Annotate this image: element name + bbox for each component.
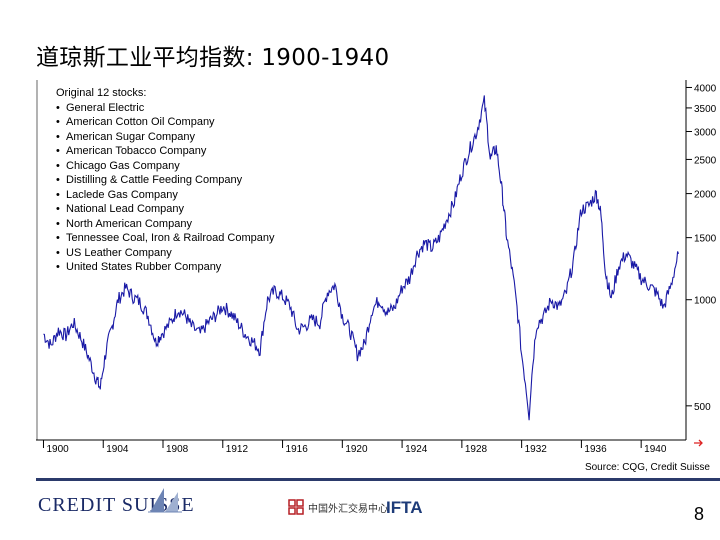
- y-tick-label: 500: [694, 402, 711, 413]
- stock-item: United States Rubber Company: [56, 260, 275, 275]
- y-tick-label: 3000: [694, 128, 717, 139]
- stock-item: National Lead Company: [56, 202, 275, 217]
- footer-divider: [36, 478, 720, 481]
- stock-item: Laclede Gas Company: [56, 188, 275, 203]
- dow-jones-chart: 500 1000 1500 2000 2500 3000 3500 4000 1900 1904 1…: [36, 76, 720, 461]
- cfets-logo-text: 中国外汇交易中心: [308, 504, 388, 515]
- x-tick-label: 1920: [345, 444, 368, 455]
- stock-item: Distilling & Cattle Feeding Company: [56, 173, 275, 188]
- stock-item: Tennessee Coal, Iron & Railroad Company: [56, 231, 275, 246]
- x-tick-label: 1928: [465, 444, 488, 455]
- x-tick-label: 1904: [106, 444, 129, 455]
- sails-icon: [148, 488, 182, 513]
- original-stocks-box: Original 12 stocks: General ElectricAmer…: [56, 86, 275, 275]
- chart-svg: 500 1000 1500 2000 2500 3000 3500 4000 1900 1904 1…: [36, 80, 717, 455]
- page-title: 道琼斯工业平均指数: 1900-1940: [36, 45, 390, 71]
- stock-item: American Cotton Oil Company: [56, 115, 275, 130]
- stocks-heading: Original 12 stocks:: [56, 87, 147, 99]
- x-tick-label: 1936: [584, 444, 607, 455]
- source-note: Source: CQG, Credit Suisse: [584, 462, 710, 473]
- x-tick-label: 1912: [226, 444, 249, 455]
- y-tick-label: 3500: [694, 104, 717, 115]
- cfets-logo-icon: [288, 499, 304, 515]
- stock-item: US Leather Company: [56, 246, 275, 261]
- x-tick-label: 1932: [525, 444, 548, 455]
- stock-item: American Tobacco Company: [56, 144, 275, 159]
- stock-item: North American Company: [56, 217, 275, 232]
- stock-item: American Sugar Company: [56, 130, 275, 145]
- x-tick-label: 1924: [405, 444, 428, 455]
- x-tick-label: 1940: [644, 444, 667, 455]
- y-tick-label: 4000: [694, 83, 717, 94]
- ifta-logo: IFTA: [386, 498, 423, 517]
- edge-arrow-icon: [694, 439, 703, 447]
- x-tick-label: 1900: [46, 444, 69, 455]
- y-tick-label: 2000: [694, 190, 717, 201]
- stocks-list: General ElectricAmerican Cotton Oil Comp…: [56, 101, 275, 275]
- y-tick-label: 2500: [694, 155, 717, 166]
- stock-item: Chicago Gas Company: [56, 159, 275, 174]
- page-number: 8: [693, 504, 704, 524]
- stock-item: General Electric: [56, 101, 275, 116]
- y-tick-label: 1000: [694, 296, 717, 307]
- x-tick-label: 1908: [166, 444, 189, 455]
- dow-jones-series-line: [43, 95, 680, 421]
- x-tick-label: 1916: [286, 444, 309, 455]
- y-tick-label: 1500: [694, 234, 717, 245]
